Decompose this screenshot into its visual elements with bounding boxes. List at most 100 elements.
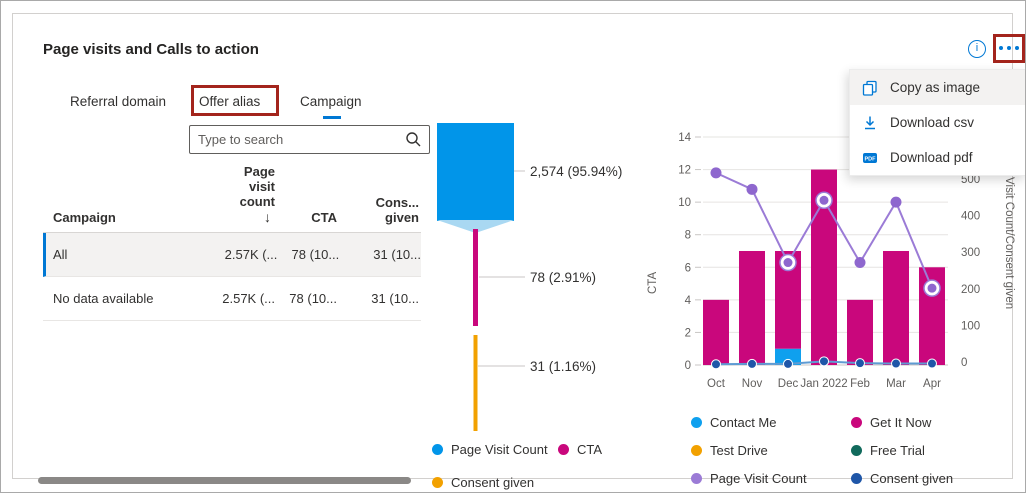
right-axis-tick-label: 0: [961, 357, 967, 369]
page-visits-card: Page visits and Calls to action i Referr…: [12, 13, 1026, 490]
consent-given-marker[interactable]: [891, 358, 901, 369]
legend-dot: [851, 472, 862, 484]
right-axis-tick-label: 300: [961, 247, 980, 259]
consent-given-marker[interactable]: [747, 358, 757, 369]
consent-given-marker[interactable]: [783, 358, 793, 369]
horizontal-scrollbar[interactable]: [38, 477, 411, 484]
x-axis-label: Feb: [850, 378, 870, 390]
page-title: Page visits and Calls to action: [43, 41, 259, 58]
search-input[interactable]: [198, 127, 398, 152]
legend-dot: [432, 477, 443, 488]
consent-given-marker[interactable]: [927, 358, 937, 369]
x-axis-label: Jan 2022: [800, 378, 847, 390]
campaign-table: Campaign Page visit count ↓ CTA Cons... g…: [43, 164, 421, 321]
legend-item-get-it-now[interactable]: Get It Now: [851, 415, 1011, 430]
left-axis-tick-label: 8: [685, 230, 691, 242]
x-axis-label: Oct: [707, 378, 726, 390]
bar-segment-get-it-now[interactable]: [847, 299, 873, 365]
column-header-page-visit-count[interactable]: Page visit count ↓: [193, 164, 275, 225]
funnel-stage-consent-given[interactable]: [473, 335, 478, 431]
left-axis-tick-label: 4: [685, 295, 692, 307]
ellipsis-icon: [1007, 46, 1011, 50]
legend-dot: [851, 416, 862, 428]
funnel-label-page-visit-count: 2,574 (95.94%): [530, 164, 622, 179]
legend-item-test-drive[interactable]: Test Drive: [691, 443, 851, 458]
consent-given-marker[interactable]: [855, 358, 865, 369]
x-axis-label: Mar: [886, 378, 906, 390]
page-visit-count-marker[interactable]: [890, 196, 902, 208]
legend-item-consent-given[interactable]: Consent given: [432, 475, 534, 490]
info-icon[interactable]: i: [968, 40, 986, 58]
ellipsis-icon: [1015, 46, 1019, 50]
funnel-stage-cta[interactable]: [473, 229, 478, 326]
menu-item-download-csv[interactable]: Download csv: [850, 105, 1025, 140]
combo-bar-line-chart[interactable]: 0 2 4 6 8 10 12 14 0 100 200 300 400 500 Oct Nov Dec Jan …: [643, 109, 1026, 409]
tab-offer-alias[interactable]: Offer alias: [199, 94, 261, 109]
funnel-label-consent-given: 31 (1.16%): [530, 359, 596, 374]
left-axis-tick-label: 14: [678, 132, 691, 144]
menu-item-download-pdf[interactable]: PDF Download pdf: [850, 140, 1025, 175]
consent-given-marker[interactable]: [711, 359, 721, 370]
right-axis-tick-label: 400: [961, 211, 980, 223]
legend-dot: [558, 444, 569, 455]
column-header-consent-given[interactable]: Cons... given: [375, 195, 419, 225]
tab-campaign[interactable]: Campaign: [300, 94, 362, 109]
cell-page-visit-count: 2.57K (...: [224, 247, 278, 262]
page-visit-count-marker[interactable]: [746, 183, 758, 195]
page-visit-count-marker[interactable]: [927, 283, 937, 293]
legend-dot: [432, 444, 443, 455]
column-header-cta[interactable]: CTA: [311, 210, 337, 225]
legend-dot: [691, 472, 702, 484]
pdf-icon: PDF: [863, 152, 877, 163]
table-row[interactable]: No data available 2.57K (... 78 (10... 3…: [43, 277, 421, 321]
legend-dot: [851, 444, 862, 456]
legend-item-free-trial[interactable]: Free Trial: [851, 443, 1011, 458]
more-options-menu: Copy as image Download csv PDF Download …: [849, 69, 1026, 176]
funnel-taper: [437, 220, 514, 233]
right-axis-tick-label: 100: [961, 320, 980, 332]
search-box: [189, 125, 430, 154]
legend-item-page-visit-count[interactable]: Page Visit Count: [691, 471, 851, 486]
left-axis-tick-label: 0: [685, 360, 691, 372]
cell-consent-given: 31 (10...: [373, 247, 421, 262]
annotation-box-more-menu: [993, 34, 1025, 63]
svg-text:PDF: PDF: [865, 156, 877, 162]
page-visit-count-marker[interactable]: [710, 167, 722, 179]
cell-cta: 78 (10...: [291, 247, 340, 262]
left-axis-tick-label: 2: [685, 327, 691, 339]
table-row[interactable]: All 2.57K (... 78 (10... 31 (10...: [43, 233, 421, 277]
consent-given-marker[interactable]: [819, 356, 829, 367]
legend-item-consent-given[interactable]: Consent given: [851, 471, 1011, 486]
cell-cta: 78 (10...: [289, 291, 337, 306]
right-axis-tick-label: 500: [961, 174, 980, 186]
bar-segment-contact-me[interactable]: [775, 348, 801, 365]
left-axis-tick-label: 12: [678, 165, 691, 177]
search-icon[interactable]: [405, 131, 422, 148]
legend-dot: [691, 416, 702, 428]
legend-item-cta[interactable]: CTA: [558, 442, 602, 457]
combo-chart-legend: Contact Me Get It Now Test Drive Free Tr…: [691, 408, 1011, 492]
right-axis-title: Page Visit Count/Consent given: [1003, 147, 1015, 310]
tab-referral-domain[interactable]: Referral domain: [70, 94, 167, 109]
bar-segment-get-it-now[interactable]: [883, 250, 909, 365]
legend-item-contact-me[interactable]: Contact Me: [691, 415, 851, 430]
funnel-stage-page-visit-count[interactable]: [437, 123, 514, 221]
x-axis-label: Apr: [923, 378, 941, 390]
menu-item-copy-as-image[interactable]: Copy as image: [850, 70, 1025, 105]
page-visit-count-marker[interactable]: [854, 257, 866, 269]
cell-campaign: All: [53, 247, 68, 262]
x-axis-label: Nov: [742, 378, 763, 390]
page-visit-count-marker[interactable]: [783, 258, 793, 268]
bar-segment-get-it-now[interactable]: [703, 299, 729, 365]
sort-descending-icon: ↓: [264, 209, 271, 225]
copy-icon: [862, 80, 877, 96]
bar-segment-get-it-now[interactable]: [739, 250, 765, 365]
column-header-campaign[interactable]: Campaign: [53, 210, 116, 225]
legend-dot: [691, 444, 702, 456]
page-visit-count-marker[interactable]: [819, 195, 829, 205]
legend-item-page-visit-count[interactable]: Page Visit Count: [432, 442, 548, 457]
more-options-button[interactable]: [999, 46, 1019, 50]
funnel-chart[interactable]: 2,574 (95.94%) 78 (2.91%) 31 (1.16%): [428, 119, 663, 434]
cell-consent-given: 31 (10...: [371, 291, 419, 306]
right-axis-tick-label: 200: [961, 284, 980, 296]
